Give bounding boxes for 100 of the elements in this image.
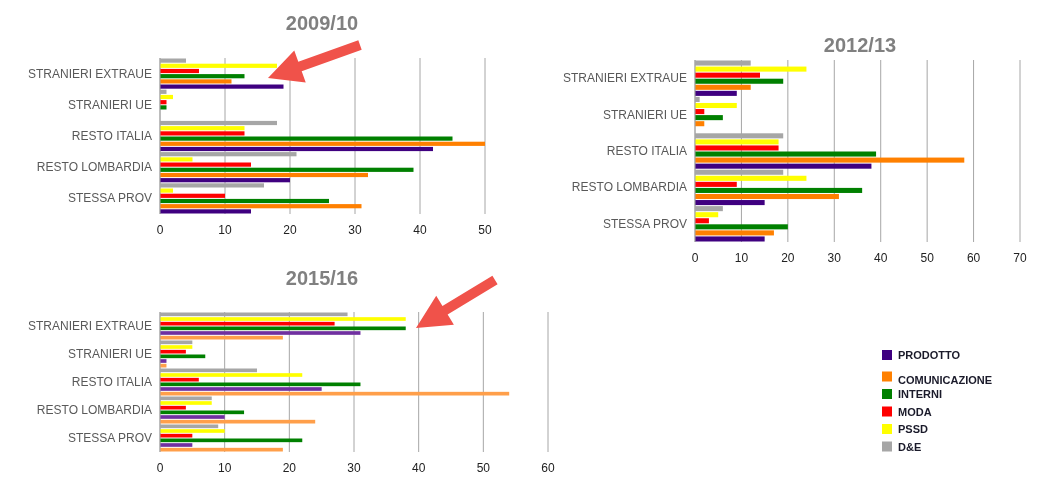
chart-title: 2009/10: [285, 12, 359, 34]
x-tick-label: 40: [413, 223, 427, 237]
bar: [160, 373, 303, 377]
y-tick-label: STESSA PROV: [602, 216, 687, 231]
bar: [160, 209, 251, 214]
x-tick-label: 50: [478, 223, 492, 237]
bar: [160, 419, 316, 424]
legend-label: MODA: [898, 405, 932, 418]
bar: [160, 193, 225, 198]
x-tick-label: 20: [283, 223, 297, 237]
bar: [695, 218, 709, 224]
bar: [695, 84, 751, 90]
bar: [695, 72, 760, 78]
bar: [160, 331, 361, 335]
bar: [695, 181, 737, 187]
bar: [695, 163, 872, 169]
bar: [695, 193, 839, 200]
x-tick-label: 20: [282, 461, 297, 475]
bar: [160, 377, 199, 382]
y-tick-label: RESTO ITALIA: [71, 375, 152, 389]
bar: [160, 172, 368, 178]
legend-label: PRODOTTO: [898, 349, 961, 361]
bar: [160, 349, 186, 354]
bar: [160, 415, 225, 419]
bar: [160, 84, 284, 89]
bar: [160, 136, 453, 141]
x-tick-label: 70: [1013, 251, 1027, 265]
bar: [160, 433, 193, 438]
bar: [695, 157, 965, 163]
x-tick-label: 50: [920, 251, 935, 265]
bar: [160, 204, 362, 209]
x-tick-label: 40: [874, 251, 888, 265]
bar: [695, 230, 774, 236]
legend-label: PSSD: [898, 423, 929, 435]
bar: [160, 391, 510, 396]
bar: [160, 167, 414, 172]
y-tick-label: RESTO ITALIA: [71, 129, 152, 143]
bar: [160, 345, 193, 349]
bar: [160, 74, 245, 79]
y-tick-label: STRANIERI EXTRAUE: [27, 319, 152, 333]
bar: [160, 401, 212, 405]
bar: [160, 429, 225, 433]
bar: [695, 90, 737, 96]
x-tick-label: 30: [827, 251, 842, 265]
y-tick-label: STRANIERI EXTRAUE: [562, 71, 687, 86]
bar: [695, 145, 779, 151]
bar: [695, 102, 737, 109]
bar: [160, 198, 329, 204]
bar: [695, 175, 807, 181]
bar: [695, 212, 719, 218]
bar: [160, 447, 283, 452]
y-tick-label: STESSA PROV: [67, 191, 152, 206]
x-tick-label: 40: [411, 461, 426, 475]
bar: [160, 79, 232, 84]
bar: [695, 78, 784, 84]
bar: [160, 63, 277, 68]
x-tick-label: 20: [781, 251, 795, 265]
y-tick-label: RESTO LOMBARDIA: [571, 180, 687, 195]
bar: [695, 139, 779, 145]
chart-title: 2012/13: [823, 34, 897, 56]
y-tick-label: STESSA PROV: [67, 431, 152, 445]
x-tick-label: 30: [347, 461, 361, 475]
y-tick-label: STRANIERI EXTRAUE: [27, 66, 152, 81]
bar: [160, 387, 322, 391]
bar: [160, 443, 193, 447]
bar: [160, 131, 245, 136]
bar: [695, 236, 765, 242]
chart-title: 2015/16: [285, 267, 359, 289]
bar: [160, 317, 406, 321]
bar: [695, 151, 877, 157]
y-tick-label: STRANIERI UE: [602, 107, 687, 122]
bar: [160, 157, 193, 162]
bar: [695, 224, 788, 230]
x-tick-label: 0: [691, 251, 699, 265]
y-tick-label: RESTO LOMBARDIA: [36, 403, 152, 417]
bar: [160, 162, 251, 167]
bar: [160, 68, 199, 74]
bar: [160, 321, 335, 326]
bar: [160, 141, 485, 146]
x-tick-label: 0: [156, 223, 164, 237]
y-tick-label: STRANIERI UE: [67, 97, 152, 112]
y-tick-label: RESTO LOMBARDIA: [36, 160, 152, 175]
y-tick-label: RESTO ITALIA: [606, 144, 687, 158]
x-tick-label: 10: [217, 461, 232, 475]
bar: [160, 405, 186, 410]
x-tick-label: 30: [348, 223, 362, 237]
legend-label: COMUNICAZIONE: [898, 373, 993, 386]
bar: [160, 335, 283, 340]
bar: [160, 126, 245, 131]
bar: [160, 178, 290, 183]
x-tick-label: 50: [476, 461, 491, 475]
bar: [695, 187, 863, 193]
x-tick-label: 60: [541, 461, 555, 475]
x-tick-label: 10: [218, 223, 232, 237]
x-tick-label: 60: [966, 251, 981, 265]
legend-label: INTERNI: [898, 388, 942, 400]
bar: [695, 200, 765, 206]
bar: [160, 105, 167, 110]
y-tick-label: STRANIERI UE: [67, 347, 152, 361]
bar: [695, 66, 807, 72]
